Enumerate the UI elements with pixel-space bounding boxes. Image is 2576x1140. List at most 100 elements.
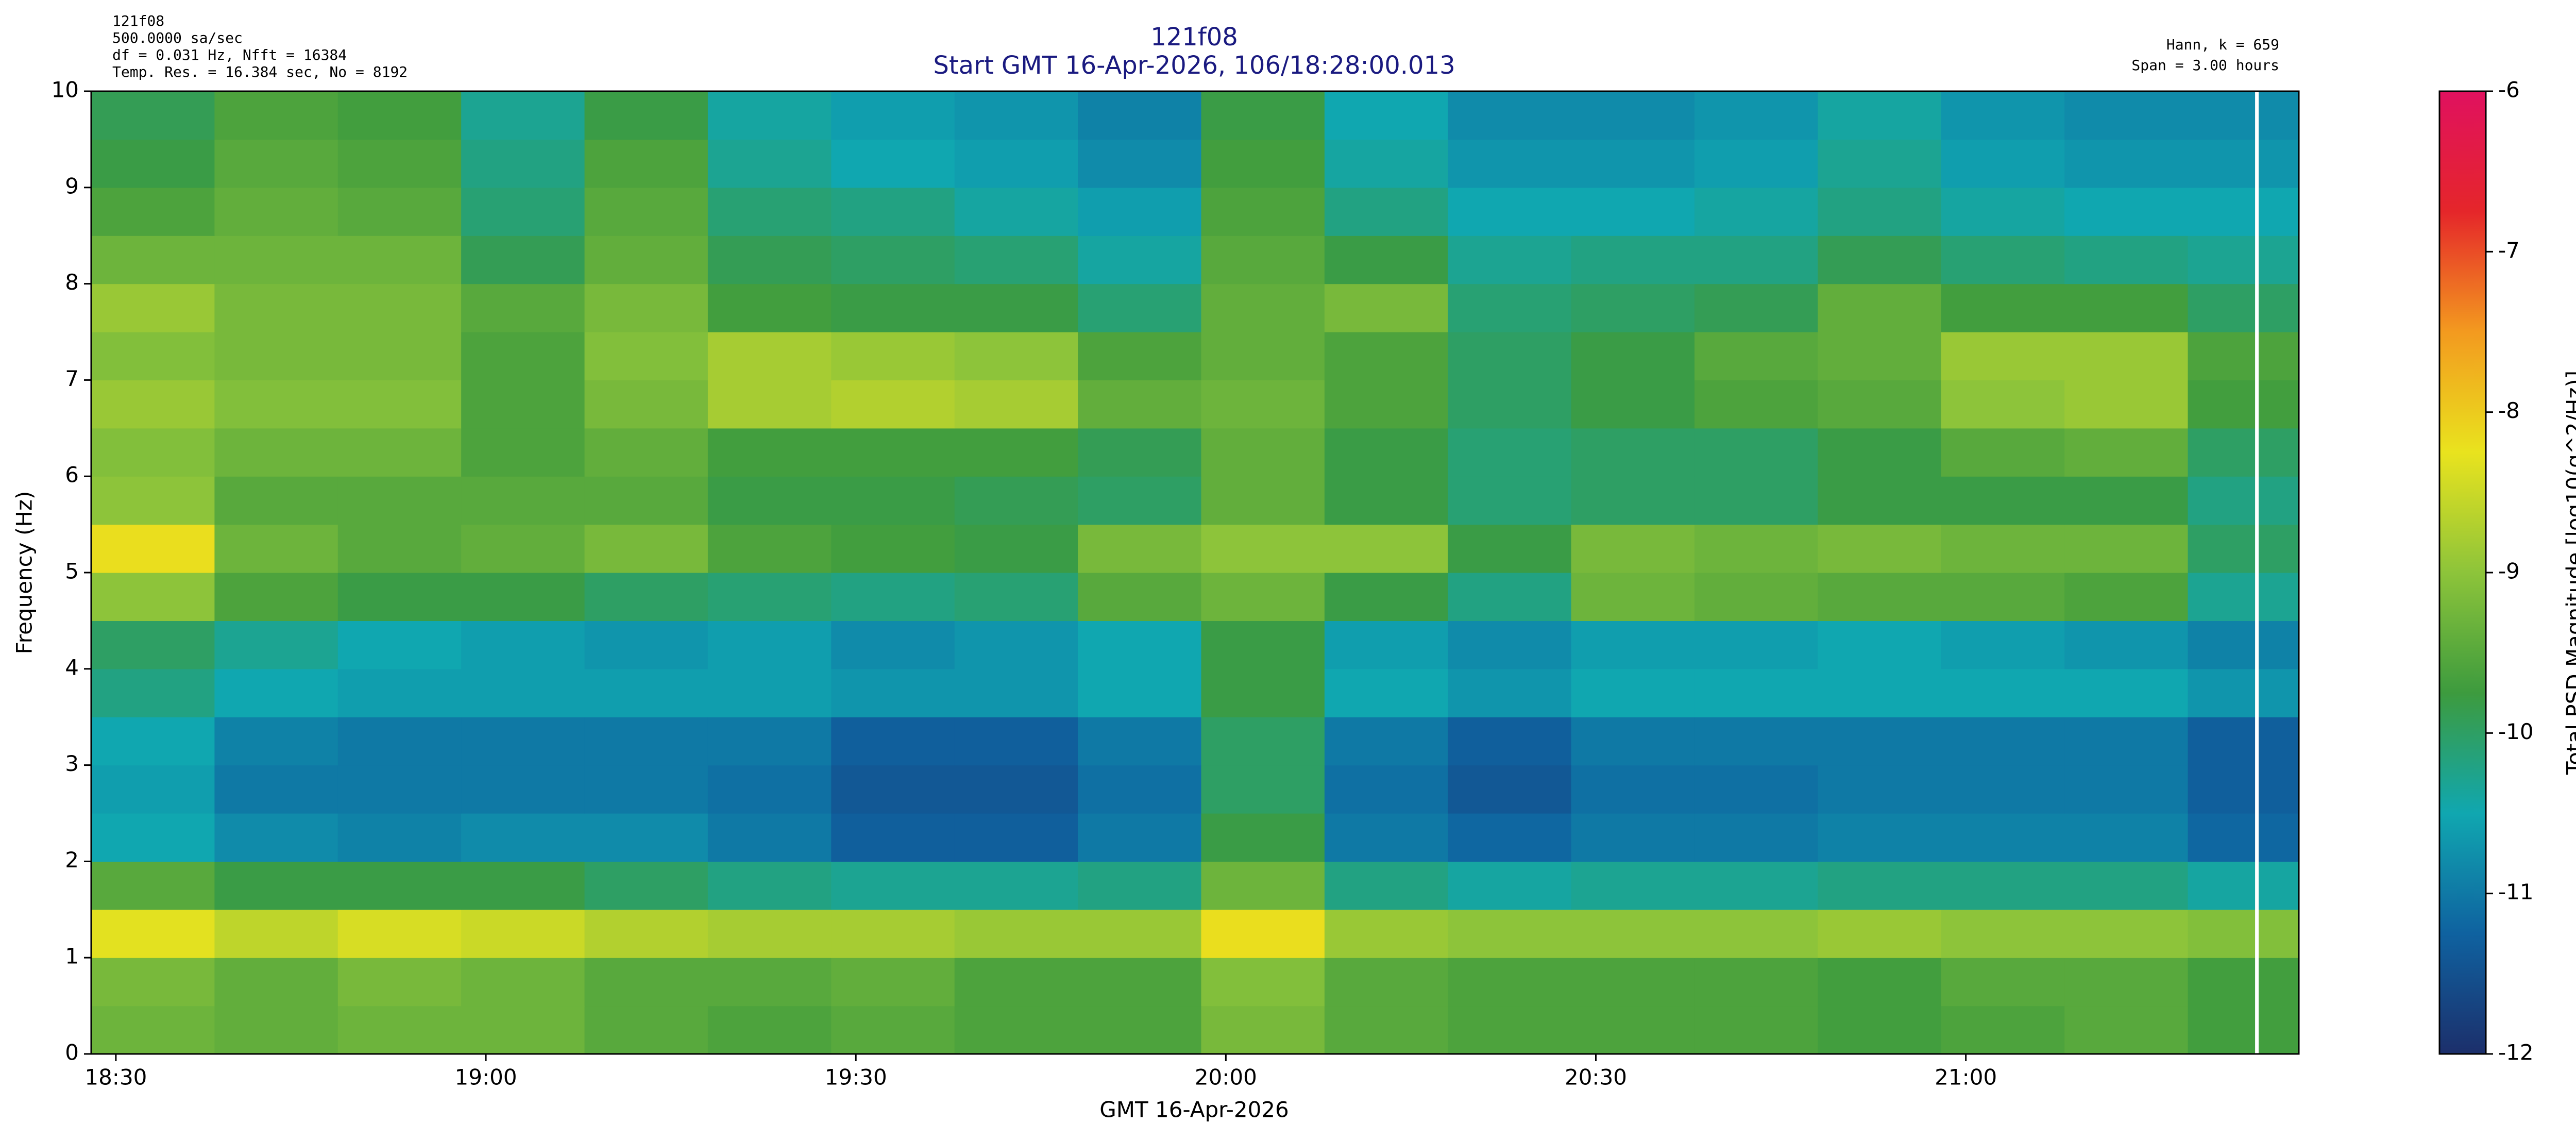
- heatmap-cell: [337, 428, 462, 477]
- heatmap-cell: [1324, 476, 1448, 525]
- x-tick-label: 20:00: [1195, 1065, 1257, 1090]
- heatmap-cell: [831, 668, 955, 717]
- header-left-line: 121f08: [112, 12, 164, 29]
- heatmap-cell: [1694, 861, 1818, 910]
- heatmap-cell: [1448, 573, 1572, 621]
- heatmap-cell: [1818, 813, 1942, 862]
- heatmap-cell: [214, 621, 338, 669]
- heatmap-cell: [1324, 283, 1448, 332]
- colorbar-tick-label: -9: [2498, 559, 2520, 584]
- heatmap-cell: [1694, 813, 1818, 862]
- heatmap-cell: [1694, 332, 1818, 380]
- heatmap-cell: [2064, 236, 2189, 284]
- heatmap-cell: [1818, 958, 1942, 1007]
- heatmap-cell: [1818, 765, 1942, 814]
- heatmap-cell: [1201, 380, 1325, 429]
- heatmap-cell: [2188, 236, 2299, 284]
- heatmap-cell: [954, 668, 1078, 717]
- heatmap-cell: [707, 524, 832, 573]
- heatmap-cell: [214, 91, 338, 140]
- heatmap-cell: [337, 139, 462, 188]
- heatmap-cell: [1941, 332, 2065, 380]
- heatmap-cell: [954, 573, 1078, 621]
- heatmap-cell: [2064, 861, 2189, 910]
- heatmap-cell: [1201, 813, 1325, 862]
- heatmap-cell: [1818, 476, 1942, 525]
- heatmap-cell: [2064, 668, 2189, 717]
- heatmap-cell: [214, 813, 338, 862]
- heatmap-cell: [1201, 573, 1325, 621]
- heatmap-cell: [1448, 668, 1572, 717]
- heatmap-cell: [1818, 717, 1942, 766]
- heatmap-cell: [584, 91, 708, 140]
- heatmap-cell: [1571, 91, 1695, 140]
- heatmap-cell: [1324, 524, 1448, 573]
- heatmap-cell: [214, 909, 338, 958]
- heatmap-cell: [831, 139, 955, 188]
- heatmap-cell: [707, 621, 832, 669]
- heatmap-cell: [337, 958, 462, 1007]
- heatmap-cell: [707, 668, 832, 717]
- heatmap-cell: [337, 1005, 462, 1054]
- heatmap-cell: [1324, 909, 1448, 958]
- heatmap-cell: [584, 765, 708, 814]
- heatmap-cell: [461, 91, 585, 140]
- heatmap-cell: [1694, 91, 1818, 140]
- heatmap-cell: [707, 187, 832, 236]
- heatmap-cell: [1941, 380, 2065, 429]
- heatmap-cell: [2188, 573, 2299, 621]
- heatmap-cell: [91, 813, 215, 862]
- heatmap-cell: [584, 283, 708, 332]
- heatmap-cell: [337, 765, 462, 814]
- heatmap-cell: [1448, 428, 1572, 477]
- heatmap-cell: [1078, 91, 1202, 140]
- heatmap-cell: [1078, 332, 1202, 380]
- heatmap-cell: [214, 524, 338, 573]
- y-tick-label: 9: [65, 173, 79, 198]
- heatmap-cell: [91, 428, 215, 477]
- heatmap-cell: [2188, 717, 2299, 766]
- heatmap-cell: [461, 524, 585, 573]
- heatmap-cell: [1818, 668, 1942, 717]
- heatmap-cell: [461, 909, 585, 958]
- heatmap-cell: [584, 813, 708, 862]
- heatmap-cell: [831, 380, 955, 429]
- heatmap-cell: [1324, 91, 1448, 140]
- heatmap-cell: [954, 428, 1078, 477]
- heatmap-cell: [1078, 958, 1202, 1007]
- heatmap-cell: [91, 958, 215, 1007]
- heatmap-cell: [91, 573, 215, 621]
- heatmap-cell: [1694, 668, 1818, 717]
- colorbar: [2438, 90, 2487, 1055]
- heatmap-cell: [461, 139, 585, 188]
- heatmap-cell: [1694, 139, 1818, 188]
- heatmap-cell: [2188, 91, 2299, 140]
- heatmap-cell: [2188, 332, 2299, 380]
- heatmap-cell: [1694, 717, 1818, 766]
- heatmap-cell: [214, 861, 338, 910]
- heatmap-cell: [1078, 139, 1202, 188]
- heatmap-cell: [461, 283, 585, 332]
- heatmap-cell: [337, 813, 462, 862]
- heatmap-cell: [2064, 958, 2189, 1007]
- heatmap-cell: [1941, 236, 2065, 284]
- heatmap-cell: [707, 476, 832, 525]
- heatmap-cell: [1941, 765, 2065, 814]
- heatmap-cell: [91, 283, 215, 332]
- heatmap-cell: [954, 1005, 1078, 1054]
- heatmap-cell: [1078, 283, 1202, 332]
- heatmap-cell: [2064, 573, 2189, 621]
- heatmap-cell: [954, 524, 1078, 573]
- heatmap-cell: [584, 573, 708, 621]
- heatmap-cell: [214, 668, 338, 717]
- heatmap-cell: [1078, 765, 1202, 814]
- heatmap-cell: [1571, 380, 1695, 429]
- header-right-line: Hann, k = 659: [2166, 36, 2279, 53]
- heatmap-cell: [2064, 621, 2189, 669]
- heatmap-cell: [1324, 332, 1448, 380]
- heatmap-cell: [1694, 476, 1818, 525]
- heatmap-cell: [1571, 283, 1695, 332]
- heatmap-cell: [337, 91, 462, 140]
- y-tick-label: 6: [65, 462, 79, 488]
- heatmap-cell: [1201, 187, 1325, 236]
